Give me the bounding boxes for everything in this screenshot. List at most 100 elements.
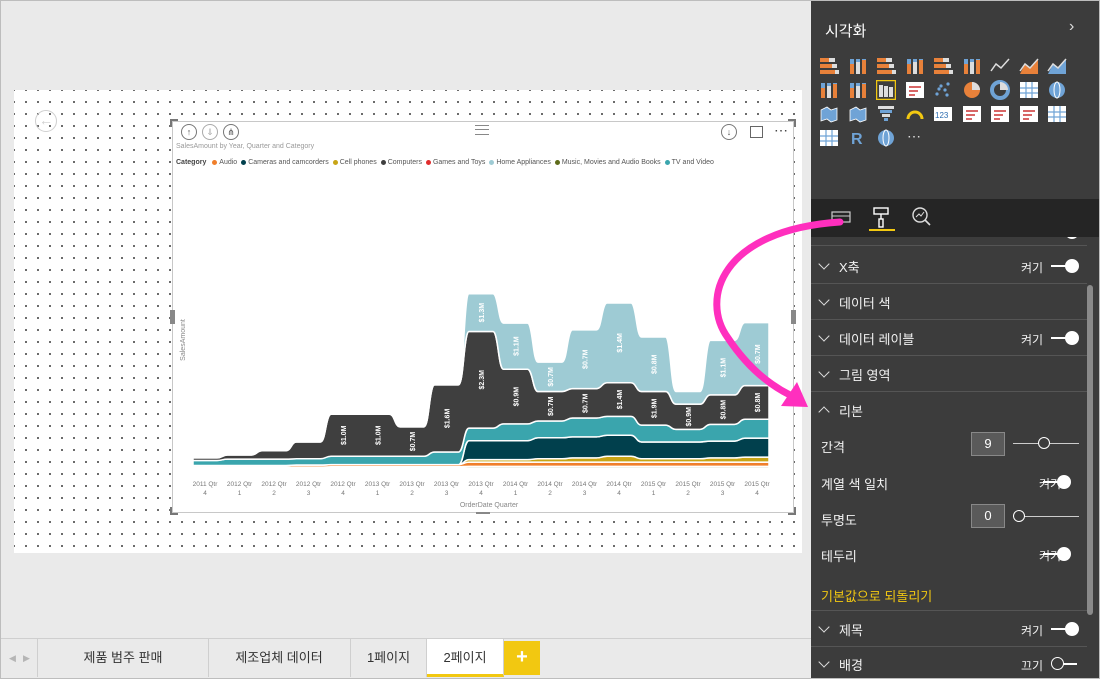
- x-tick-label: 2012 Qtr: [227, 481, 253, 488]
- selection-corner[interactable]: [170, 507, 178, 515]
- add-page-button[interactable]: +: [504, 641, 540, 675]
- chevron-down-icon[interactable]: [818, 294, 830, 306]
- multirow-card-icon[interactable]: [962, 104, 982, 124]
- scatter-icon[interactable]: [933, 80, 953, 100]
- ribbon-chart-visual[interactable]: ↑ ⇓ ⋔ ↓ ⋯ SalesAmount by Year, Quarter a…: [170, 119, 796, 515]
- chevron-down-icon[interactable]: [818, 330, 830, 342]
- legend-item[interactable]: Music, Movies and Audio Books: [554, 159, 661, 166]
- reset-to-default-link[interactable]: 기본값으로 되돌리기: [821, 589, 933, 604]
- r-visual-icon[interactable]: R: [848, 128, 868, 148]
- section-ribbon[interactable]: 리본: [811, 392, 1087, 427]
- card-icon[interactable]: 123: [933, 104, 953, 124]
- back-arrow-icon[interactable]: ←: [35, 110, 57, 132]
- background-toggle[interactable]: [1051, 657, 1079, 671]
- expand-hierarchy-icon[interactable]: ⋔: [223, 124, 239, 140]
- tab-manufacturer-data[interactable]: 제조업체 데이터: [208, 639, 351, 677]
- matrix-icon[interactable]: [819, 128, 839, 148]
- section-data-labels[interactable]: 데이터 레이블 켜기: [811, 320, 1087, 356]
- legend-item[interactable]: Cameras and camcorders: [241, 159, 329, 166]
- resize-handle-left[interactable]: [170, 310, 175, 324]
- kpi-icon[interactable]: [990, 104, 1010, 124]
- chevron-down-icon[interactable]: [818, 656, 830, 668]
- collapse-pane-icon[interactable]: ›: [1069, 18, 1075, 35]
- filled-map-icon[interactable]: [819, 104, 839, 124]
- chevron-down-icon[interactable]: [818, 258, 830, 270]
- selection-corner[interactable]: [788, 507, 796, 515]
- chevron-down-icon[interactable]: [818, 366, 830, 378]
- analytics-magnifier-icon[interactable]: [909, 205, 935, 229]
- section-data-colors[interactable]: 데이터 색: [811, 284, 1087, 320]
- line-column-icon[interactable]: [819, 80, 839, 100]
- clustered-bar-icon[interactable]: [876, 56, 896, 76]
- selection-corner[interactable]: [170, 119, 178, 127]
- stacked-column-icon[interactable]: [848, 56, 868, 76]
- more-icon[interactable]: ⋯: [905, 128, 925, 148]
- transparency-input[interactable]: 0: [971, 504, 1005, 528]
- tab-page-2[interactable]: 2페이지: [427, 639, 504, 677]
- spacing-input[interactable]: 9: [971, 432, 1005, 456]
- match-series-color-toggle[interactable]: [1043, 475, 1071, 489]
- legend-item[interactable]: Audio: [212, 159, 237, 166]
- format-paint-roller-icon[interactable]: [869, 205, 895, 231]
- more-options-icon[interactable]: ⋯: [774, 122, 789, 138]
- tab-page-1[interactable]: 1페이지: [351, 639, 427, 677]
- ribbon-chart-icon[interactable]: [875, 79, 897, 101]
- data-labels-toggle[interactable]: [1051, 331, 1079, 345]
- x-tick-sub-label: 4: [617, 490, 621, 497]
- section-plot-area[interactable]: 그림 영역: [811, 356, 1087, 392]
- line-chart-icon[interactable]: [990, 56, 1010, 76]
- spacing-slider[interactable]: [1013, 437, 1079, 449]
- map-icon[interactable]: [1047, 80, 1067, 100]
- fields-tab-icon[interactable]: [829, 205, 855, 229]
- chevron-up-icon[interactable]: [818, 406, 830, 418]
- selection-corner[interactable]: [788, 119, 796, 127]
- transparency-slider[interactable]: [1013, 510, 1079, 522]
- table-icon[interactable]: [1047, 104, 1067, 124]
- card-visual-label: 123: [935, 111, 949, 120]
- legend-label: Home Appliances: [496, 159, 551, 166]
- slicer-icon[interactable]: [1019, 104, 1039, 124]
- drill-down-all-icon[interactable]: ⇓: [202, 124, 218, 140]
- drill-up-icon[interactable]: ↑: [181, 124, 197, 140]
- line-clustered-column-icon[interactable]: [848, 80, 868, 100]
- svg-text:⋯: ⋯: [907, 128, 921, 144]
- donut-icon[interactable]: [990, 80, 1010, 100]
- clustered-column-icon[interactable]: [905, 56, 925, 76]
- treemap-icon[interactable]: [1019, 80, 1039, 100]
- gauge-icon[interactable]: [905, 104, 925, 124]
- legend-item[interactable]: Cell phones: [332, 159, 377, 166]
- waterfall-icon[interactable]: [905, 80, 925, 100]
- tab-product-category-sales[interactable]: 제품 범주 판매: [37, 639, 209, 677]
- 100-column-icon[interactable]: [962, 56, 982, 76]
- border-toggle[interactable]: [1043, 547, 1071, 561]
- section-background[interactable]: 배경 끄기: [811, 646, 1087, 678]
- stacked-area-icon[interactable]: [1047, 56, 1067, 76]
- area-chart-icon[interactable]: [1018, 56, 1039, 76]
- section-x-axis[interactable]: X축 켜기: [811, 248, 1087, 284]
- title-toggle[interactable]: [1051, 622, 1079, 636]
- focus-mode-icon[interactable]: [750, 126, 763, 138]
- globe-icon[interactable]: [876, 128, 896, 148]
- x-axis-toggle[interactable]: [1051, 259, 1079, 273]
- shape-map-icon[interactable]: [848, 104, 868, 124]
- tab-scroll-right-icon[interactable]: ▶: [23, 653, 30, 663]
- resize-handle-bottom[interactable]: [476, 512, 490, 514]
- section-title[interactable]: 제목 켜기: [811, 610, 1087, 647]
- report-page[interactable]: ← ↑ ⇓ ⋔ ↓ ⋯ SalesAmount by Year, Quarter…: [14, 90, 802, 553]
- chart-plot[interactable]: $1.0M $1.0M $0.7M $1.6M $2.3M $1.3M $0.9M $1.1M…: [173, 170, 793, 510]
- chevron-down-icon[interactable]: [818, 621, 830, 633]
- previous-section-toggle[interactable]: [1051, 237, 1079, 239]
- 100-bar-icon[interactable]: [933, 56, 953, 76]
- legend-item[interactable]: Computers: [380, 159, 422, 166]
- drag-grip-icon[interactable]: [475, 125, 489, 135]
- pie-icon[interactable]: [962, 80, 982, 100]
- pane-scrollbar[interactable]: [1087, 285, 1093, 615]
- stacked-bar-icon[interactable]: [819, 56, 839, 76]
- legend-item[interactable]: Home Appliances: [489, 159, 551, 166]
- funnel-icon[interactable]: [876, 104, 896, 124]
- toggle-label: 켜기: [1021, 624, 1044, 638]
- legend-item[interactable]: TV and Video: [664, 159, 714, 166]
- legend-item[interactable]: Games and Toys: [425, 159, 485, 166]
- drill-mode-icon[interactable]: ↓: [721, 124, 737, 140]
- tab-scroll-left-icon[interactable]: ◀: [9, 653, 16, 663]
